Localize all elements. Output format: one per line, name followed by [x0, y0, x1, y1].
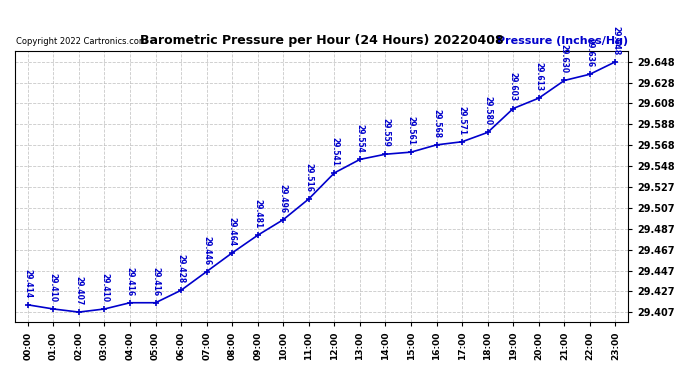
Text: 29.613: 29.613	[534, 62, 543, 91]
Text: 29.496: 29.496	[279, 184, 288, 213]
Text: 29.541: 29.541	[330, 137, 339, 166]
Text: 29.464: 29.464	[228, 217, 237, 246]
Text: 29.571: 29.571	[457, 106, 466, 135]
Text: 29.636: 29.636	[585, 38, 594, 67]
Text: 29.410: 29.410	[49, 273, 58, 302]
Text: 29.446: 29.446	[202, 236, 211, 265]
Text: 29.481: 29.481	[253, 199, 262, 228]
Text: 29.416: 29.416	[126, 267, 135, 296]
Text: 29.407: 29.407	[75, 276, 83, 305]
Text: Pressure (Inches/Hg): Pressure (Inches/Hg)	[497, 36, 628, 46]
Text: 29.410: 29.410	[100, 273, 109, 302]
Text: 29.559: 29.559	[381, 118, 390, 147]
Text: 29.648: 29.648	[611, 26, 620, 55]
Text: 29.603: 29.603	[509, 72, 518, 102]
Text: 29.568: 29.568	[432, 109, 441, 138]
Text: 29.554: 29.554	[355, 124, 364, 153]
Text: 29.630: 29.630	[560, 44, 569, 74]
Text: 29.561: 29.561	[406, 116, 415, 145]
Text: 29.580: 29.580	[483, 96, 492, 126]
Text: 29.414: 29.414	[23, 269, 32, 298]
Title: Barometric Pressure per Hour (24 Hours) 20220408: Barometric Pressure per Hour (24 Hours) …	[140, 34, 504, 47]
Text: 29.416: 29.416	[151, 267, 160, 296]
Text: Copyright 2022 Cartronics.com: Copyright 2022 Cartronics.com	[16, 37, 146, 46]
Text: 29.516: 29.516	[304, 163, 313, 192]
Text: 29.428: 29.428	[177, 254, 186, 284]
